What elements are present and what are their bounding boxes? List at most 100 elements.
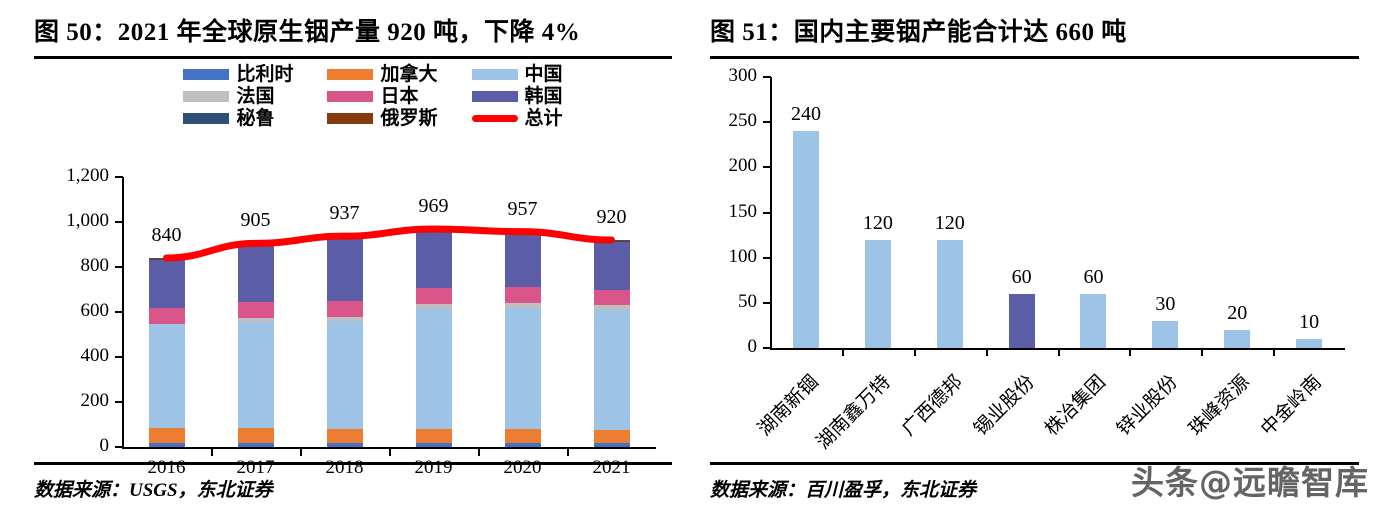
legend-item-1: 加拿大 xyxy=(327,63,438,85)
figure-51-title: 图 51：国内主要铟产能合计达 660 吨 xyxy=(710,19,1127,46)
y-axis-tick-label: 200 xyxy=(728,155,758,177)
legend-label: 韩国 xyxy=(524,85,563,107)
bar-data-label: 937 xyxy=(329,202,360,225)
figure-51-plot: 0 50 100 150 200 250 300 240 湖南新锢 120 湖南鑫万特 120 广西德邦… xyxy=(710,61,1359,466)
bar-segment xyxy=(237,301,274,318)
x-axis-tick xyxy=(1201,348,1204,356)
legend-label: 加拿大 xyxy=(380,63,438,85)
bar-data-label: 905 xyxy=(240,209,271,232)
bar-segment xyxy=(504,233,541,288)
y-axis-tick xyxy=(115,311,123,313)
bar-segment xyxy=(148,442,185,447)
y-axis-tick xyxy=(763,301,771,304)
legend-item-3: 法国 xyxy=(183,85,293,107)
bar-segment xyxy=(415,231,452,289)
bar-segment xyxy=(148,258,185,260)
x-axis-tick xyxy=(300,447,302,456)
bar-segment xyxy=(593,442,630,447)
bar-segment xyxy=(504,231,541,233)
x-axis-tick xyxy=(985,348,988,356)
bar xyxy=(1008,293,1035,348)
y-axis-tick-label: 800 xyxy=(80,255,110,276)
bar-data-label: 20 xyxy=(1227,301,1248,324)
bar-segment xyxy=(148,307,185,325)
y-axis-tick xyxy=(115,446,123,448)
bar-segment xyxy=(326,429,363,443)
bar xyxy=(792,131,819,348)
figure-50-plot: 0 200 400 600 800 1,000 1,200 840 2016 905 2017 937… xyxy=(34,129,670,499)
total-line xyxy=(163,225,615,262)
y-axis-tick-label: 150 xyxy=(728,200,758,222)
y-axis-tick xyxy=(115,266,123,268)
legend-color-swatch xyxy=(183,90,230,102)
figure-51-panel: 图 51：国内主要铟产能合计达 660 吨 0 50 100 150 200 250 300… xyxy=(690,0,1377,510)
legend-color-swatch xyxy=(183,68,230,80)
bar-data-label: 120 xyxy=(934,211,965,234)
bar xyxy=(864,239,891,348)
legend-item-4: 日本 xyxy=(327,85,437,107)
legend-item-8: 总计 xyxy=(471,107,563,129)
bar-data-label: 920 xyxy=(596,206,627,228)
bar-segment xyxy=(415,228,452,231)
bar-segment xyxy=(593,309,630,431)
bar-segment xyxy=(237,244,274,246)
bar-segment xyxy=(326,238,363,301)
bar-segment xyxy=(504,232,541,234)
bar-data-label: 10 xyxy=(1299,310,1320,333)
x-axis-tick xyxy=(841,348,844,356)
bar-segment xyxy=(148,260,185,308)
y-axis-tick xyxy=(763,347,771,349)
y-axis-tick xyxy=(115,356,123,358)
legend-item-7: 俄罗斯 xyxy=(327,107,438,129)
y-axis-tick xyxy=(763,211,771,214)
y-axis-tick xyxy=(115,176,123,178)
legend-label: 日本 xyxy=(380,85,419,107)
bar-segment xyxy=(326,442,363,447)
bar-segment xyxy=(593,240,630,242)
bar xyxy=(1080,293,1107,348)
y-axis-tick-label: 50 xyxy=(738,290,757,312)
bar-segment xyxy=(593,305,630,310)
bar-segment xyxy=(237,245,274,302)
figure-50-footer: 数据来源：USGS，东北证券 xyxy=(34,462,672,502)
bar-segment xyxy=(415,230,452,232)
legend-item-6: 秘鲁 xyxy=(183,107,293,129)
y-axis-tick-label: 400 xyxy=(80,345,110,366)
figure-51-footer-rule xyxy=(710,462,1359,465)
bar-data-label: 60 xyxy=(1083,265,1104,288)
figure-50-panel: 图 50：2021 年全球原生铟产量 920 吨，下降 4% 比利时 加拿大 中国法… xyxy=(34,19,672,502)
bar-segment xyxy=(148,324,185,428)
bar-segment xyxy=(326,321,363,429)
bar-segment xyxy=(237,442,274,447)
legend-color-swatch xyxy=(327,90,374,102)
figure-50-legend: 比利时 加拿大 中国法国 日本 韩国秘鲁 俄罗斯 总计 xyxy=(74,63,672,129)
bar-segment xyxy=(593,241,630,243)
legend-color-swatch xyxy=(471,68,518,80)
x-axis-tick xyxy=(913,348,916,356)
bar-segment xyxy=(237,427,274,443)
bar-segment xyxy=(415,308,452,429)
bar-segment xyxy=(593,289,630,306)
bar xyxy=(1296,338,1323,348)
legend-label: 秘鲁 xyxy=(236,107,275,129)
legend-label: 中国 xyxy=(524,63,563,85)
bar-data-label: 840 xyxy=(151,224,182,246)
bar-segment xyxy=(504,287,541,303)
y-axis-tick-label: 1,200 xyxy=(66,165,109,186)
legend-item-2: 中国 xyxy=(471,63,563,85)
x-axis-tick xyxy=(567,447,569,456)
figure-50-source: 数据来源：USGS，东北证券 xyxy=(34,480,273,501)
bar xyxy=(936,239,963,348)
y-axis-tick-label: 600 xyxy=(80,300,110,321)
bar-segment xyxy=(237,317,274,323)
legend-label: 俄罗斯 xyxy=(380,107,438,129)
bar-segment xyxy=(504,303,541,308)
legend-label: 比利时 xyxy=(236,63,294,85)
bar-segment xyxy=(415,442,452,447)
bar-segment xyxy=(504,307,541,429)
figure-51-footer: 数据来源：百川盈孚，东北证券 xyxy=(710,462,1359,502)
y-axis-tick-label: 250 xyxy=(728,110,758,132)
y-axis-tick-label: 0 xyxy=(747,336,758,357)
bar-segment xyxy=(415,288,452,305)
